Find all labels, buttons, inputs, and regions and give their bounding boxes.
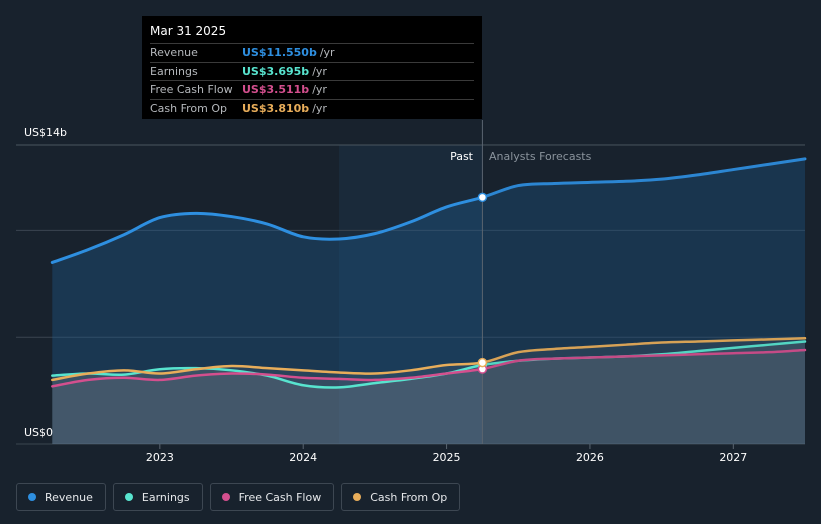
cash-from-op-marker [477,357,488,368]
free-cash-flow-dot-icon [221,493,230,501]
x-tick-label: 2024 [289,451,317,464]
revenue-marker [477,192,488,203]
forecast-overlay [482,145,805,444]
tooltip-unit: /yr [312,83,327,97]
tooltip-row-cash-from-op: Cash From Op US$3.810b /yr [150,98,474,118]
tooltip-label: Free Cash Flow [150,83,233,97]
tooltip-row-earnings: Earnings US$3.695b /yr [150,61,474,81]
y-axis-bottom-label: US$0 [24,426,53,439]
tooltip-label: Earnings [150,64,198,78]
tooltip-value: US$3.695b [242,64,310,78]
legend-item-earnings[interactable]: Earnings [112,483,203,511]
cash-from-op-area [52,338,805,444]
cash-from-op-line [51,337,807,382]
tooltip: Mar 31 2025 Revenue US$11.550b /yr Earni… [142,16,482,119]
legend-label: Cash From Op [370,490,448,504]
tooltip-rows: Revenue US$11.550b /yr Earnings US$3.695… [150,43,474,117]
tooltip-unit: /yr [312,101,327,115]
earnings-dot-icon [124,493,133,501]
free-cash-flow-line [51,348,807,388]
legend-label: Earnings [141,490,190,504]
legend-label: Free Cash Flow [238,490,322,504]
tooltip-row-free-cash-flow: Free Cash Flow US$3.511b /yr [150,80,474,99]
tooltip-unit: /yr [312,64,327,78]
revenue-dot-icon [28,493,36,501]
x-tick-label: 2023 [146,451,174,464]
tooltip-value: US$3.810b [242,101,310,115]
tooltip-row-revenue: Revenue US$11.550b /yr [150,43,474,62]
x-tick-label: 2027 [719,451,747,464]
y-axis-top-label: US$14b [24,126,67,139]
legend-item-free-cash-flow[interactable]: Free Cash Flow [209,483,335,511]
tooltip-label: Revenue [150,46,198,60]
tooltip-label: Cash From Op [150,101,228,115]
tooltip-value: US$3.511b [242,83,310,97]
legend-label: Revenue [45,490,93,504]
revenue-line [50,157,807,264]
past-shade-band [339,145,483,444]
legend-item-cash-from-op[interactable]: Cash From Op [341,483,461,511]
forecast-label: Analysts Forecasts [489,150,592,163]
legend: Revenue Earnings Free Cash Flow Cash Fro… [16,483,461,511]
x-tick-label: 2026 [576,451,604,464]
x-tick-label: 2025 [433,451,461,464]
cash-from-op-dot-icon [353,493,362,501]
tooltip-value: US$11.550b [242,46,317,60]
legend-item-revenue[interactable]: Revenue [16,483,106,511]
tooltip-date: Mar 31 2025 [150,24,227,38]
past-label: Past [450,150,474,163]
tooltip-unit: /yr [319,46,335,60]
earnings-area [52,341,805,444]
